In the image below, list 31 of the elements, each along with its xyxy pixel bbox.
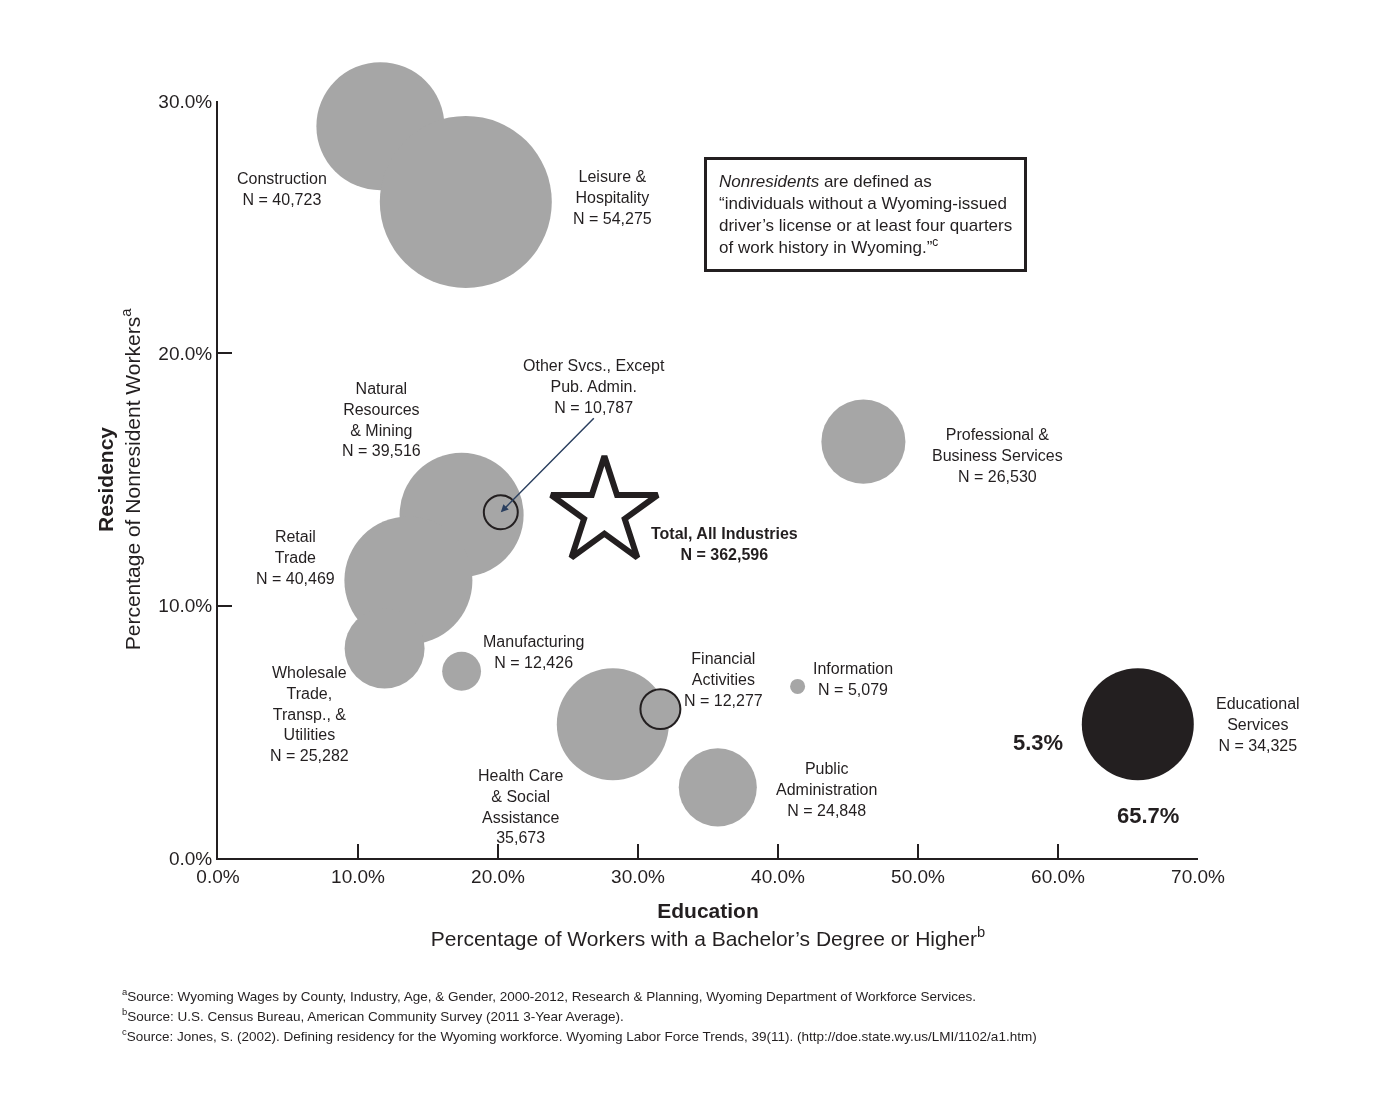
x-tick-label: 10.0% xyxy=(331,865,386,887)
x-tick-label: 70.0% xyxy=(1171,865,1226,887)
x-tick-label: 60.0% xyxy=(1031,865,1086,887)
annotation: Total, All Industries N = 362,596 xyxy=(651,525,798,563)
text: $^{c}$Source: Jones, S. (2002). Defining residency for the Wyoming workforce. Wyoming Labor Force Trends, 39(11). (http://doe.state.wy.us/LMI/1102/a1.htm) xyxy=(122,1026,1037,1044)
annotation: Manufacturing N = 12,426 xyxy=(483,633,585,671)
annotation: Public Administration N = 24,848 xyxy=(776,760,878,819)
annotation: Retail Trade N = 40,469 xyxy=(256,528,335,587)
x-tick-label: 30.0% xyxy=(611,865,666,887)
y-tick-label: 10.0% xyxy=(158,595,213,617)
text: Educational Services N = 34,325 xyxy=(1216,695,1300,754)
x-tick-label: 40.0% xyxy=(751,865,806,887)
y-tick-label: 20.0% xyxy=(158,342,213,364)
x-tick-label: 20.0% xyxy=(471,865,526,887)
text: $^{a}$Source: Wyoming Wages by County, Industry, Age, & Gender, 2000-2012, Research & Planning, Wyoming Department of Workforce Services. xyxy=(122,986,976,1004)
annotation: Natural Resources & Mining N = 39,516 xyxy=(342,380,421,460)
text: $^{b}$Source: U.S. Census Bureau, American Community Survey (2011 3-Year Average). xyxy=(122,1006,624,1024)
annotation: 5.3% xyxy=(1013,730,1064,755)
annotation: Financial Activities N = 12,277 xyxy=(684,650,763,709)
x-tick-label: 50.0% xyxy=(891,865,946,887)
annotation: Professional & Business Services N = 26,530 xyxy=(932,426,1063,485)
annotation: Information N = 5,079 xyxy=(813,660,894,698)
annotation: 65.7% xyxy=(1117,803,1180,828)
annotation: Wholesale Trade, Transp., & Utilities N = 25,282 xyxy=(270,664,349,765)
annotation: Construction N = 40,723 xyxy=(237,170,327,208)
annotation: Health Care & Social Assistance 35,673 xyxy=(478,767,564,847)
annotation: Leisure & Hospitality N = 54,275 xyxy=(573,168,652,227)
annotation: Nonresidents are defined as “individuals without a Wyoming-issued driver’s license or at least four quarters of work history in Wyoming.”$^{c}$ xyxy=(719,172,1013,258)
x-axis-title: Education Percentage of Workers with a Bachelor’s Degree or Higher$^{b}$ xyxy=(430,899,986,950)
annotation: Other Svcs., Except Pub. Admin. N = 10,787 xyxy=(523,357,665,416)
y-tick-label: 30.0% xyxy=(158,90,213,112)
